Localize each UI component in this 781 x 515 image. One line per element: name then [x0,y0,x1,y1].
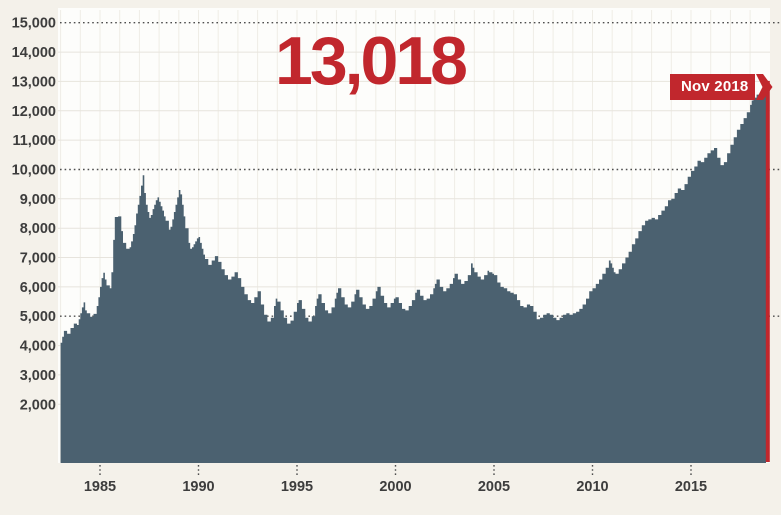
y-axis-label: 8,000 [20,221,56,237]
y-axis-label: 4,000 [20,339,56,355]
x-axis-label: 2015 [675,479,707,495]
y-axis-label: 14,000 [12,45,56,61]
y-axis-label: 3,000 [20,368,56,384]
y-axis-label: 5,000 [20,309,56,325]
y-axis-label: 10,000 [12,163,56,179]
y-axis-label: 9,000 [20,192,56,208]
x-axis-label: 2000 [379,479,411,495]
headline-value: 13,018 [275,23,468,99]
y-axis-label: 2,000 [20,397,56,413]
x-axis-label: 1985 [84,479,116,495]
y-axis-label: 6,000 [20,280,56,296]
x-axis-label: 1990 [182,479,214,495]
area-series [60,80,768,464]
y-axis-label: 15,000 [12,16,56,32]
flag-arrow-icon [756,74,773,100]
y-axis-label: 7,000 [20,251,56,267]
y-axis-label: 11,000 [12,133,56,149]
x-axis-label: 2005 [478,479,510,495]
nov-2018-flag: Nov 2018 [670,74,773,100]
y-axis-label: 13,000 [12,74,56,90]
x-axis-label: 2010 [576,479,608,495]
x-axis-label: 1995 [281,479,313,495]
current-month-bar [765,80,770,463]
flag-label: Nov 2018 [670,74,756,100]
y-axis-label: 12,000 [12,104,56,120]
